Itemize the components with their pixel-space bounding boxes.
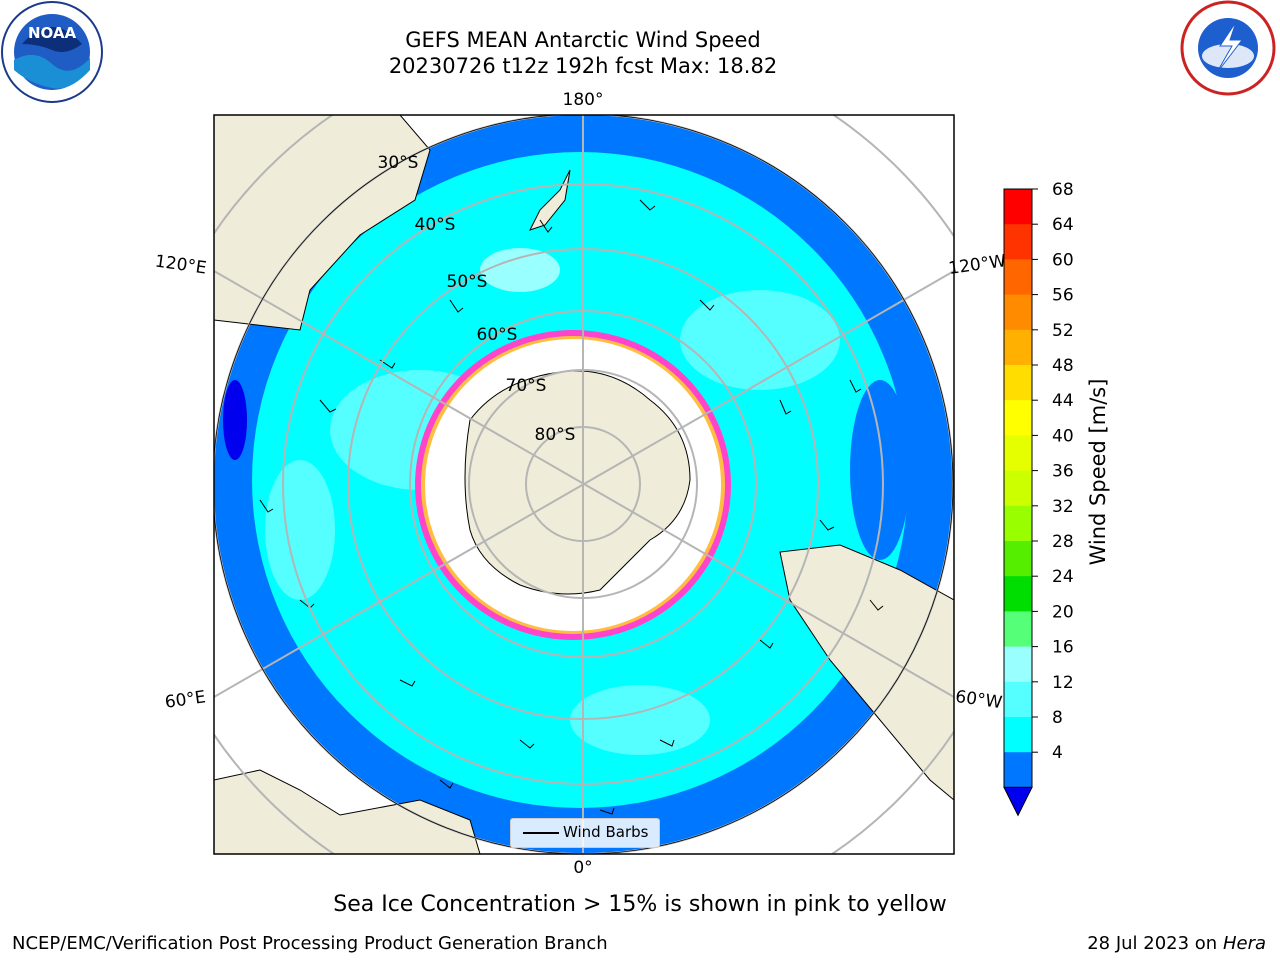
colorbar-tick-label: 64 — [1052, 215, 1074, 235]
colorbar-segment — [1004, 189, 1032, 225]
colorbar-tick-label: 48 — [1052, 356, 1074, 376]
nws-logo — [1180, 0, 1276, 96]
lon-label-180: 180° — [563, 90, 604, 110]
footer-date: 28 Jul 2023 on Hera — [1087, 933, 1266, 954]
lon-label-60w: 60°W — [954, 687, 1003, 713]
colorbar-segment — [1004, 365, 1032, 401]
colorbar-segment — [1004, 224, 1032, 260]
colorbar-outline — [1003, 188, 1033, 788]
colorbar-tick-label: 68 — [1052, 180, 1074, 200]
colorbar-segment — [1004, 329, 1032, 366]
colorbar-tick-label: 8 — [1052, 708, 1063, 728]
colorbar-tick-label: 24 — [1052, 567, 1074, 587]
colorbar-segment — [1004, 646, 1032, 683]
colorbar-segment — [1004, 717, 1032, 753]
colorbar-tick-label: 16 — [1052, 638, 1074, 658]
colorbar-segment — [1004, 259, 1032, 296]
lat-label-30s: 30°S — [378, 153, 419, 173]
lon-label-120e: 120°E — [154, 252, 208, 279]
colorbar-segment — [1004, 611, 1032, 648]
colorbar-extend-arrow — [1003, 786, 1033, 817]
colorbar-tick-label: 20 — [1052, 602, 1074, 622]
lon-label-60e: 60°E — [164, 687, 207, 712]
footer-host: Hera — [1222, 933, 1266, 954]
colorbar-tick-label: 28 — [1052, 532, 1074, 552]
colorbar-segment — [1004, 435, 1032, 472]
colorbar-segment — [1004, 505, 1032, 542]
lat-label-60s: 60°S — [477, 325, 518, 345]
lat-label-50s: 50°S — [447, 272, 488, 292]
colorbar-segment — [1004, 681, 1032, 718]
colorbar-tick-label: 32 — [1052, 497, 1074, 517]
legend-line-icon — [523, 832, 559, 834]
colorbar-segment — [1004, 541, 1032, 577]
footer-credit: NCEP/EMC/Verification Post Processing Pr… — [12, 933, 608, 954]
map-title: GEFS MEAN Antarctic Wind Speed — [405, 28, 761, 52]
lon-label-120w: 120°W — [947, 251, 1007, 279]
colorbar-tick-label: 44 — [1052, 391, 1074, 411]
map-legend: Wind Barbs — [510, 818, 660, 848]
noaa-logo: NOAA — [1, 1, 103, 103]
colorbar-segment — [1004, 752, 1032, 788]
colorbar-tick-label: 52 — [1052, 321, 1074, 341]
lat-label-40s: 40°S — [415, 215, 456, 235]
colorbar-title: Wind Speed [m/s] — [1086, 378, 1110, 566]
colorbar-tick-label: 56 — [1052, 286, 1074, 306]
colorbar-tick-label: 4 — [1052, 743, 1063, 763]
colorbar-tick-label: 12 — [1052, 673, 1074, 693]
caption: Sea Ice Concentration > 15% is shown in … — [333, 892, 947, 917]
colorbar-segment — [1004, 470, 1032, 507]
map-subtitle: 20230726 t12z 192h fcst Max: 18.82 — [388, 54, 778, 78]
colorbar-tick-label: 60 — [1052, 250, 1074, 270]
footer-date-text: 28 Jul 2023 on — [1087, 933, 1223, 954]
colorbar-tick-label: 40 — [1052, 426, 1074, 446]
legend-label: Wind Barbs — [563, 823, 649, 841]
colorbar-segment — [1004, 294, 1032, 331]
noaa-logo-text: NOAA — [28, 24, 77, 42]
land-new-zealand — [529, 169, 571, 231]
colorbar: 68 64 60 56 52 48 44 40 36 32 28 24 20 16 12 8 4 — [1003, 180, 1074, 817]
colorbar-tick-label: 36 — [1052, 462, 1074, 482]
lat-label-70s: 70°S — [506, 376, 547, 396]
colorbar-segment — [1004, 400, 1032, 436]
lon-label-0: 0° — [573, 858, 592, 878]
colorbar-segment — [1004, 576, 1032, 612]
lat-label-80s: 80°S — [535, 425, 576, 445]
